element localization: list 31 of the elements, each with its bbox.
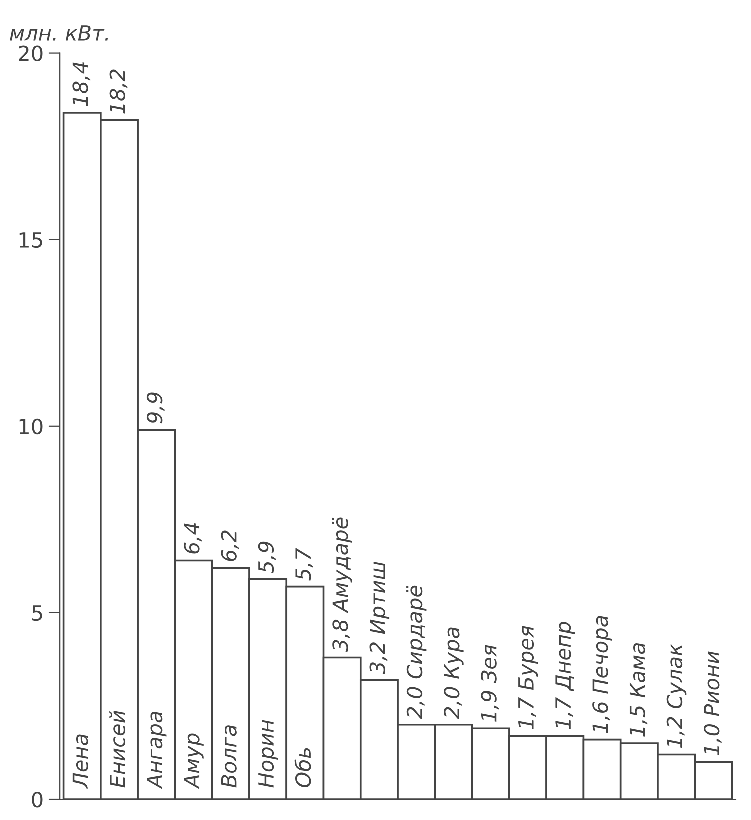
x-tick-label: Обь (294, 748, 312, 788)
data-label: 5,9 (258, 542, 276, 574)
y-tick-label: 20 (19, 46, 43, 62)
data-label: 18,4 (72, 62, 91, 106)
y-tick-label: 0 (32, 792, 43, 808)
text: 1,2 Сулак (666, 644, 687, 748)
text: 1,7 Днепр (556, 622, 576, 730)
text: 1,9 Зея (481, 645, 500, 722)
x-tick-label: Волга (221, 726, 237, 788)
text: 1,6 Печора (592, 616, 612, 734)
x-tick-label: Амур (184, 734, 204, 790)
x-tick-label: Лена (72, 734, 88, 789)
text: 3,8 Амударё (332, 518, 352, 652)
x-tick-label: Енисей (110, 710, 126, 788)
x-tick-label: Норин (258, 720, 278, 788)
y-tick-label: 10 (20, 418, 43, 435)
text: 2,0 Сирдарё (406, 586, 427, 720)
data-label: 6,2 (221, 530, 240, 562)
data-label: 9,9 (146, 392, 165, 424)
y-tick-label: 5 (32, 606, 42, 622)
data-label: 5,7 (296, 548, 314, 581)
text: 1,7 Бурея (518, 626, 538, 730)
text: 1,5 Кама (630, 644, 648, 737)
y-tick-label: 15 (20, 232, 42, 248)
text: 1,0 Риони (704, 652, 722, 756)
y-axis-title: млн. кВт. (10, 26, 108, 41)
data-label: 18,2 (110, 70, 128, 114)
text: 3,2 Иртиш (370, 562, 390, 674)
x-tick-label: Ангара (147, 712, 167, 790)
data-label: 6,4 (184, 523, 202, 554)
text: 2,0 Кура (444, 628, 464, 720)
